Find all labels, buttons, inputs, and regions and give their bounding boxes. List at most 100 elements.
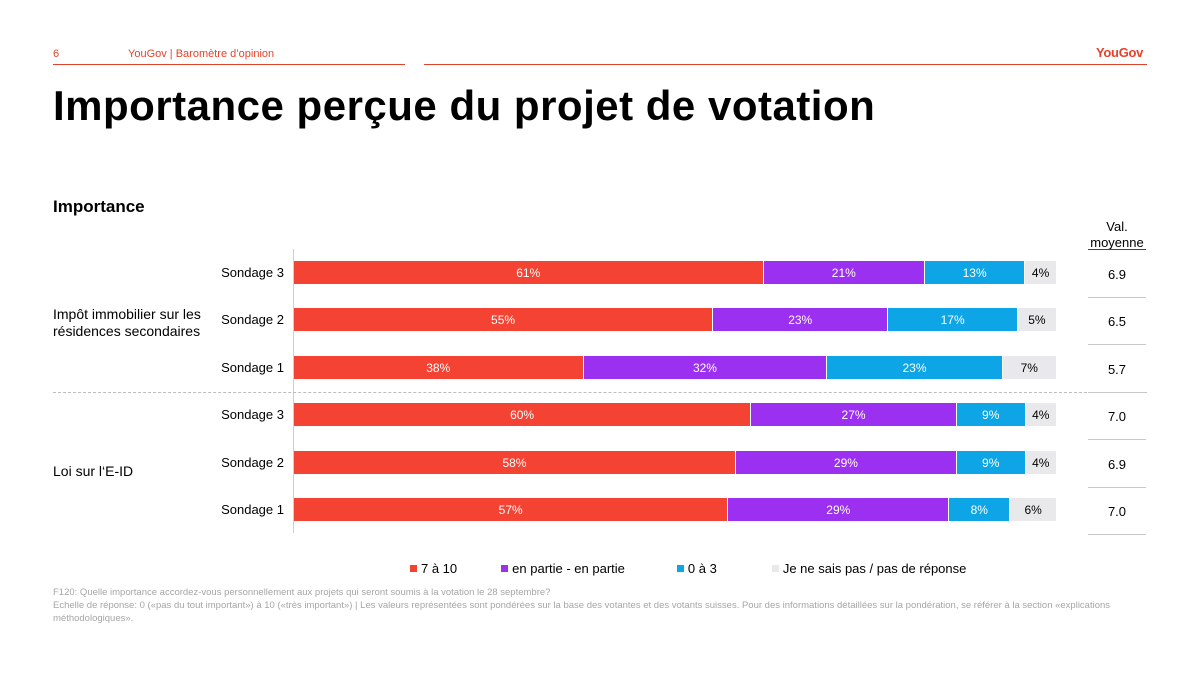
legend-label: Je ne sais pas / pas de réponse bbox=[782, 561, 967, 576]
bar-segment: 8% bbox=[949, 498, 1011, 521]
data-label: 21% bbox=[831, 265, 856, 280]
legend-swatch bbox=[410, 565, 417, 572]
bar-segment: 4% bbox=[1025, 451, 1056, 474]
avg-row-rule bbox=[1088, 392, 1146, 393]
bar-segment: 13% bbox=[925, 261, 1026, 284]
data-label: 4% bbox=[1032, 407, 1050, 422]
legend-item: Je ne sais pas / pas de réponse bbox=[771, 561, 967, 576]
avg-row-rule bbox=[1088, 344, 1146, 345]
avg-row-rule bbox=[1088, 534, 1146, 535]
bar-segment: 6% bbox=[1010, 498, 1056, 521]
bar-segment: 32% bbox=[583, 356, 828, 379]
bar-segment: 23% bbox=[713, 308, 889, 331]
stacked-bar: 57% 29% 8% 6% bbox=[294, 498, 1056, 521]
bar-segment: 7% bbox=[1002, 356, 1056, 379]
data-label: 23% bbox=[902, 360, 927, 375]
data-label: 6% bbox=[1024, 502, 1042, 517]
data-label: 38% bbox=[426, 360, 451, 375]
data-label: 58% bbox=[502, 455, 527, 470]
data-label: 7% bbox=[1020, 360, 1038, 375]
footnote-question: F120: Quelle importance accordez-vous pe… bbox=[53, 587, 551, 598]
avg-header-rule bbox=[1088, 249, 1146, 250]
header-rule-left bbox=[53, 64, 405, 65]
data-label: 29% bbox=[826, 502, 851, 517]
data-label: 55% bbox=[491, 312, 516, 327]
data-label: 57% bbox=[498, 502, 523, 517]
group-separator bbox=[53, 392, 1147, 393]
avg-row-rule bbox=[1088, 439, 1146, 440]
bar-segment: 57% bbox=[294, 498, 729, 521]
stacked-bar: 38% 32% 23% 7% bbox=[294, 356, 1056, 379]
row-label: Sondage 1 bbox=[221, 502, 284, 517]
footnote-scale: Echelle de réponse: 0 («pas du tout impo… bbox=[53, 600, 1111, 624]
data-label: 9% bbox=[982, 407, 1000, 422]
row-label: Sondage 3 bbox=[221, 407, 284, 422]
bar-segment: 55% bbox=[294, 308, 714, 331]
data-label: 4% bbox=[1031, 265, 1050, 280]
avg-value: 6.9 bbox=[1107, 267, 1127, 282]
group-label: Loi sur l‘E-ID bbox=[53, 463, 134, 479]
stacked-bar: 58% 29% 9% 4% bbox=[294, 451, 1056, 474]
data-label: 9% bbox=[982, 455, 1000, 470]
yougov-logo: YouGov bbox=[1096, 45, 1144, 60]
stacked-bar: 55% 23% 17% 5% bbox=[294, 308, 1056, 331]
header-rule-right bbox=[424, 64, 1147, 65]
bar-segment: 29% bbox=[728, 498, 950, 521]
data-label: 29% bbox=[833, 455, 858, 470]
stacked-bar: 61% 21% 13% 4% bbox=[294, 261, 1056, 284]
bar-segment: 9% bbox=[956, 403, 1026, 426]
legend-item: en partie - en partie bbox=[501, 561, 625, 576]
legend-item: 7 à 10 bbox=[410, 561, 457, 576]
row-label: Sondage 1 bbox=[221, 360, 284, 375]
section-label: Importance bbox=[53, 197, 145, 216]
bar-segment: 9% bbox=[956, 451, 1026, 474]
data-label: 4% bbox=[1032, 455, 1050, 470]
bar-segment: 21% bbox=[763, 261, 926, 284]
bar-segment: 61% bbox=[294, 261, 764, 284]
data-label: 61% bbox=[516, 265, 541, 280]
bar-segment: 60% bbox=[294, 403, 752, 426]
legend-label: en partie - en partie bbox=[512, 561, 625, 576]
bar-segment: 29% bbox=[735, 451, 957, 474]
group-label: Impôt immobilier sur les résidences seco… bbox=[53, 306, 201, 339]
stacked-bar: 60% 27% 9% 4% bbox=[294, 403, 1056, 426]
bar-segment: 58% bbox=[294, 451, 736, 474]
footnote: F120: Quelle importance accordez-vous pe… bbox=[53, 586, 1153, 625]
data-label: 32% bbox=[692, 360, 717, 375]
data-label: 23% bbox=[788, 312, 813, 327]
avg-value: 5.7 bbox=[1107, 362, 1127, 377]
avg-value: 6.5 bbox=[1107, 314, 1127, 329]
legend-label: 7 à 10 bbox=[421, 561, 458, 576]
data-label: 27% bbox=[841, 407, 866, 422]
data-label: 17% bbox=[940, 312, 965, 327]
avg-column-header: Val. moyenne bbox=[1090, 219, 1144, 250]
avg-value: 7.0 bbox=[1107, 409, 1127, 424]
legend-item: 0 à 3 bbox=[676, 561, 717, 576]
bar-segment: 23% bbox=[827, 356, 1003, 379]
avg-value: 7.0 bbox=[1107, 504, 1127, 519]
data-label: 8% bbox=[970, 502, 988, 517]
chart-legend: 7 à 10 en partie - en partie 0 à 3 Je ne sa… bbox=[410, 561, 966, 576]
legend-swatch bbox=[501, 565, 509, 572]
row-label: Sondage 3 bbox=[221, 265, 284, 280]
legend-swatch bbox=[771, 565, 779, 572]
bar-segment: 17% bbox=[888, 308, 1018, 331]
chart-axis bbox=[293, 249, 294, 533]
page-number: 6 bbox=[53, 48, 60, 60]
avg-value: 6.9 bbox=[1107, 457, 1127, 472]
legend-swatch bbox=[676, 565, 684, 572]
bar-segment: 5% bbox=[1017, 308, 1056, 331]
header-title: YouGov | Baromètre d’opinion bbox=[128, 48, 275, 60]
legend-label: 0 à 3 bbox=[687, 561, 717, 576]
bar-segment: 27% bbox=[751, 403, 957, 426]
data-label: 5% bbox=[1028, 312, 1046, 327]
bar-segment: 4% bbox=[1025, 403, 1056, 426]
avg-row-rule bbox=[1088, 487, 1146, 488]
avg-row-rule bbox=[1088, 297, 1146, 298]
bar-segment: 4% bbox=[1025, 261, 1056, 284]
page-title: Importance perçue du projet de votation bbox=[53, 82, 876, 129]
data-label: 13% bbox=[962, 265, 987, 280]
data-label: 60% bbox=[510, 407, 535, 422]
row-label: Sondage 2 bbox=[221, 455, 284, 470]
row-label: Sondage 2 bbox=[221, 312, 284, 327]
